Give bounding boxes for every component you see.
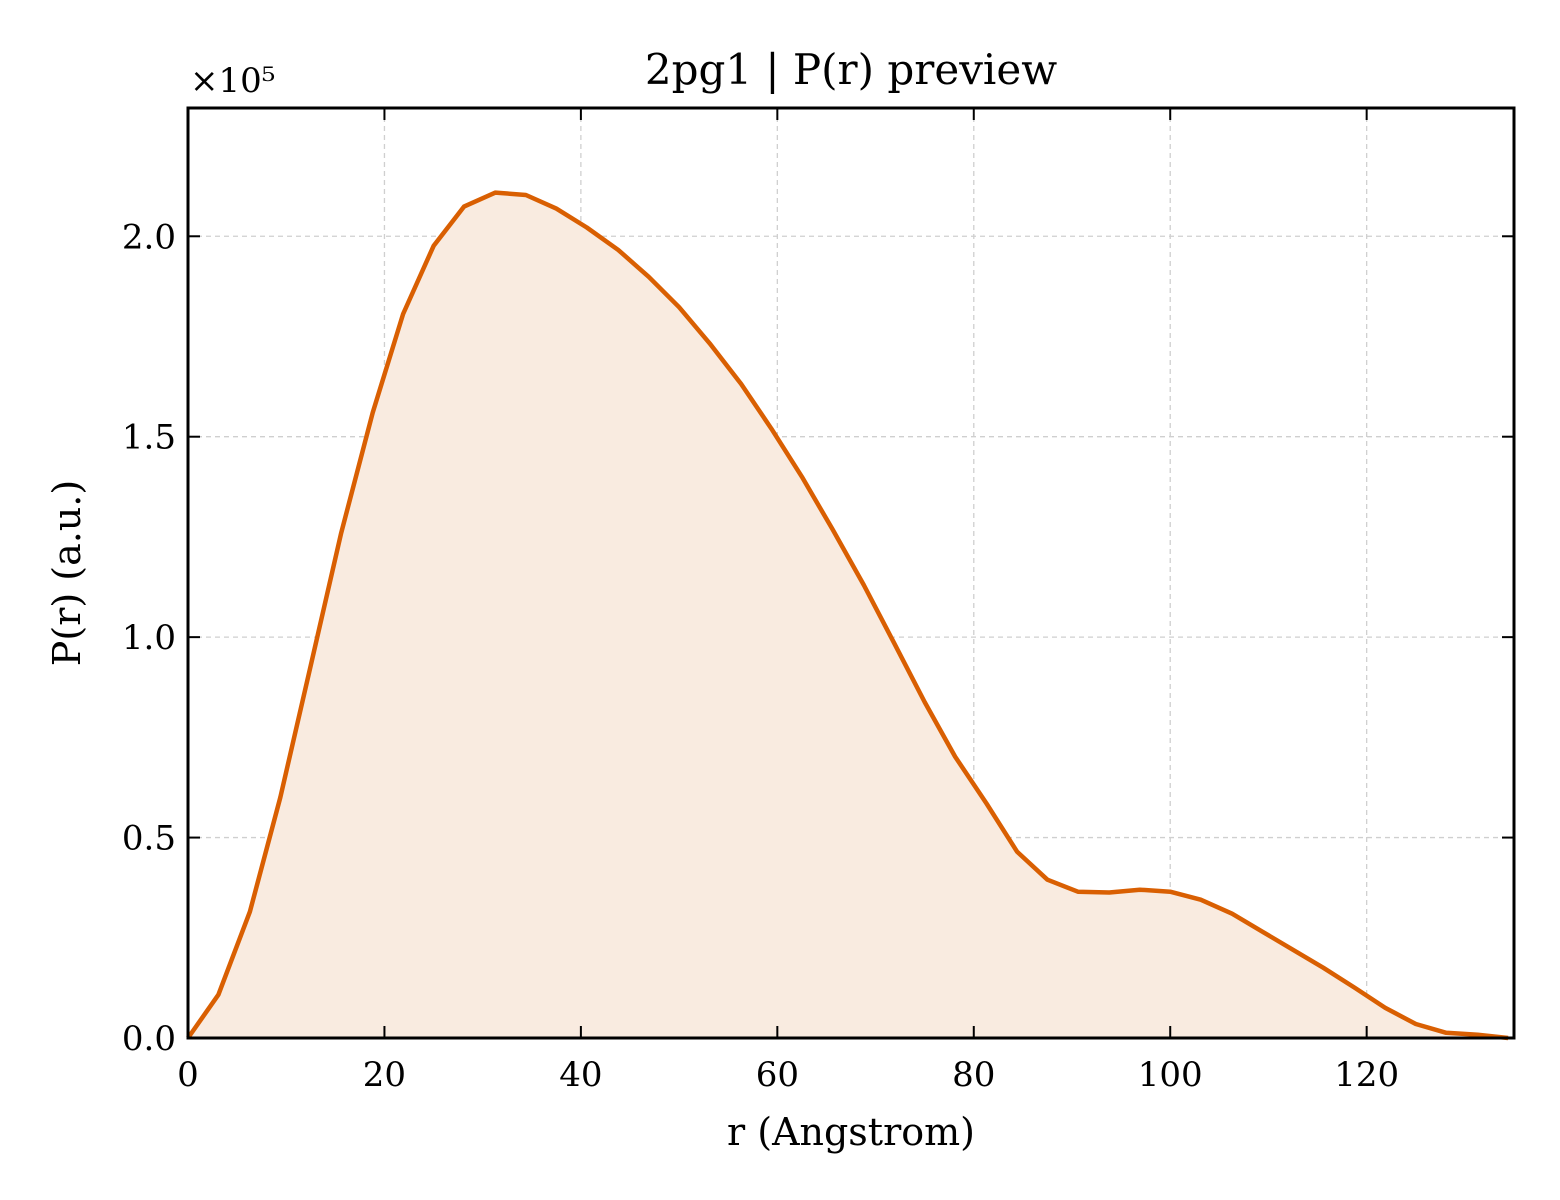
y-axis-multiplier: ×10⁵: [190, 61, 275, 101]
x-tick-label: 40: [559, 1055, 602, 1095]
plot-frame: [186, 106, 1516, 1040]
x-tick-label: 80: [952, 1055, 995, 1095]
x-tick-label: 20: [363, 1055, 406, 1095]
y-axis-label: P(r) (a.u.): [45, 480, 89, 666]
x-tick-label: 100: [1138, 1055, 1203, 1095]
y-tick-label: 1.0: [122, 618, 176, 658]
x-tick-label: 0: [177, 1055, 199, 1095]
y-tick-label: 2.0: [122, 217, 176, 257]
x-tick-label: 120: [1334, 1055, 1399, 1095]
tick-labels: 0 20 40 60 80 100 120 0.0 0.5 1.0 1.5 2.0: [122, 217, 1399, 1095]
pr-area-fill: [188, 192, 1509, 1039]
y-tick-label: 0.5: [122, 819, 176, 859]
x-tick-label: 60: [756, 1055, 799, 1095]
x-axis-label: r (Angstrom): [727, 1110, 975, 1154]
chart-title: 2pg1 | P(r) preview: [645, 45, 1057, 94]
pr-curve-line: [186, 190, 1509, 1041]
y-tick-label: 1.5: [122, 418, 176, 458]
axis-ticks: [187, 108, 1514, 1039]
y-tick-label: 0.0: [122, 1019, 176, 1059]
